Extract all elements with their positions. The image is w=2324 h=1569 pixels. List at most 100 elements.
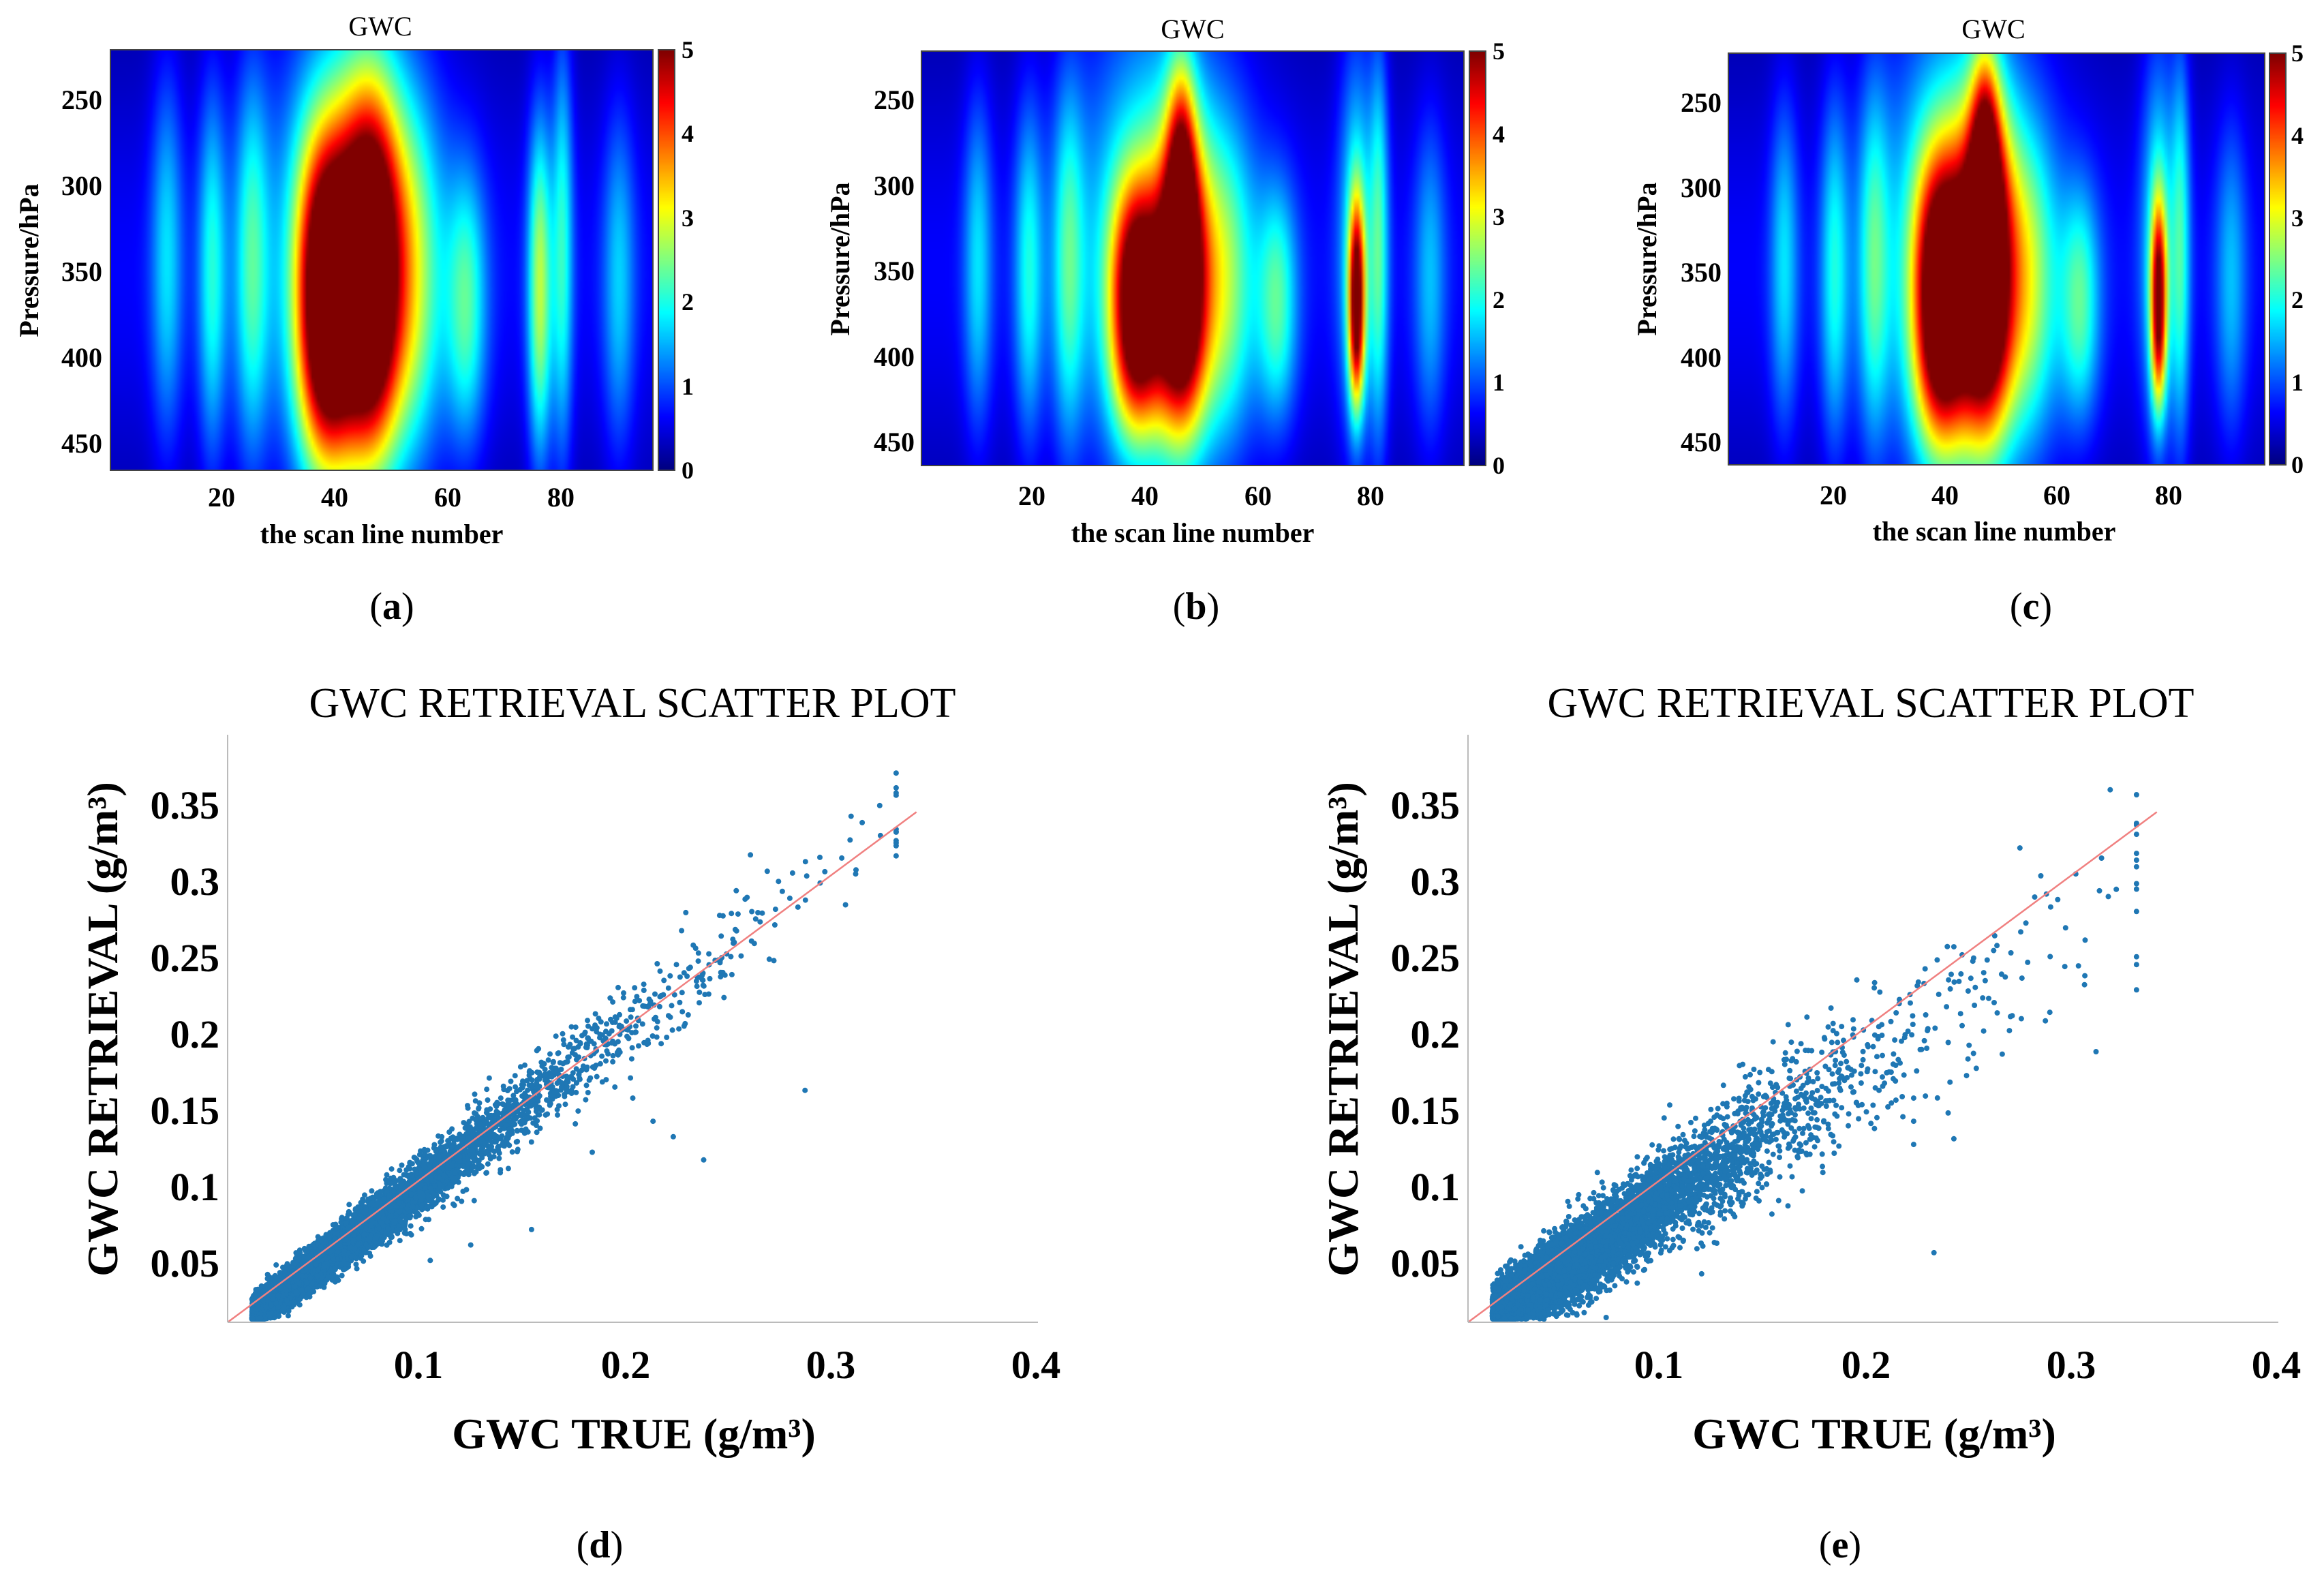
colorbar [2269,53,2286,465]
heatmap-x-ticks: 20 40 60 80 [1018,481,1384,511]
heatmap-ytick-label: 250 [874,85,915,115]
scatter-point [683,909,689,915]
scatter-point [658,1041,664,1047]
scatter-point [583,1097,589,1103]
colorbar-ticks: 0 1 2 3 4 5 [1493,37,1505,479]
scatter-point [562,1091,567,1097]
scatter-point [817,854,823,860]
scatter-point [599,1053,605,1059]
scatter-point [528,1139,534,1145]
heatmap-xtick-label: 40 [321,482,348,513]
scatter-point [570,1034,576,1040]
heatmap-ytick-label: 300 [874,170,915,201]
scatter-point [408,1223,414,1229]
heatmap-image [1728,53,2265,465]
colorbar-ticks: 0 1 2 3 4 5 [682,36,694,484]
scatter-point [451,1202,457,1208]
scatter-point [679,928,685,934]
scatter-point [397,1168,403,1174]
scatter-point [388,1166,395,1172]
heatmap-xtick-label: 20 [1018,481,1045,511]
panel-c: GWC 250 300 350 400 450 20 40 60 80 the … [1632,14,2304,628]
scatter-point [735,911,741,917]
heatmap-xtick-label: 40 [1131,481,1159,511]
panel-label-letter: a [382,585,401,628]
scatter-point [602,1035,609,1041]
heatmap-y-ticks: 250 300 350 400 450 [1681,87,1722,457]
scatter-point [733,887,739,894]
scatter-point [512,1073,518,1079]
scatter-point [555,1050,562,1056]
panel-label: (b) [1173,585,1219,628]
scatter-point [636,1043,641,1049]
heatmap-xtick-label: 80 [547,482,575,513]
scatter-point [738,953,744,959]
scatter-point [752,916,759,922]
heatmap-y-axis-label: Pressure/hPa [1632,182,1662,335]
scatter-title: GWC RETRIEVAL SCATTER PLOT [309,680,956,727]
heatmap-ytick-label: 350 [874,256,915,286]
heatmap-ytick-label: 300 [61,170,102,201]
heatmap-xtick-label: 60 [1244,481,1272,511]
scatter-point [654,1025,660,1031]
colorbar-tick-label: 1 [2291,369,2304,396]
scatter-point [545,1057,551,1063]
scatter-point [893,785,899,791]
scatter-point [624,1018,630,1024]
scatter-point [484,1086,490,1093]
colorbar-frame [2269,52,2287,466]
panel-label-letter: c [2023,585,2040,628]
heatmap-x-axis-label: the scan line number [260,519,504,549]
scatter-point [505,1097,511,1103]
scatter-point [615,984,621,990]
scatter-point [679,990,685,996]
scatter-point [485,1097,491,1103]
colorbar-frame [658,49,675,471]
scatter-point [594,1073,600,1080]
heatmap-y-axis-label: Pressure/hPa [825,182,855,335]
scatter-point [779,888,785,894]
scatter-point [585,1018,590,1024]
panel-label: (c) [2010,585,2052,628]
scatter-point [486,1075,492,1081]
scatter-point [547,1051,553,1057]
colorbar [658,50,675,470]
panel-d: GWC RETRIEVAL SCATTER PLOT 0.05 0.1 0.15… [78,680,1060,1566]
scatter-point [632,999,638,1005]
heatmap-x-ticks: 20 40 60 80 [208,482,575,513]
heatmap-ytick-label: 300 [1681,172,1722,203]
colorbar-tick-label: 1 [1493,369,1505,396]
heatmap-ytick-label: 250 [1681,87,1722,118]
scatter-point [669,1027,675,1033]
heatmap-x-axis-label: the scan line number [1071,517,1315,548]
scatter-point [685,1012,691,1018]
scatter-point [513,1084,519,1090]
colorbar-tick-label: 2 [682,288,694,316]
colorbar-tick-label: 0 [1493,452,1505,479]
heatmap-ytick-label: 450 [874,427,915,457]
heatmap-xtick-label: 20 [1820,480,1847,511]
colorbar-ticks: 0 1 2 3 4 5 [2291,40,2304,478]
scatter-point [525,1087,531,1093]
heatmap-ytick-label: 400 [1681,342,1722,373]
heatmap-xtick-label: 40 [1931,480,1959,511]
scatter-point [771,922,778,928]
scatter-point [465,1105,471,1111]
scatter-point [471,1198,477,1204]
scatter-point [539,1107,545,1113]
panel-b: GWC 250 300 350 400 450 20 40 60 80 the … [825,14,1505,628]
heatmap-frame [110,49,654,471]
scatter-point [632,985,638,991]
heatmap-x-ticks: 20 40 60 80 [1820,480,2182,511]
colorbar-tick-label: 5 [682,36,694,63]
heatmap-y-ticks: 250 300 350 400 450 [874,85,915,457]
scatter-point [597,1035,602,1041]
heatmap-title: GWC [348,11,412,42]
scatter-point [701,983,707,989]
scatter-point [562,1101,568,1108]
scatter-point [346,1202,352,1208]
scatter-point [677,999,683,1005]
heatmap-y-ticks: 250 300 350 400 450 [61,85,102,459]
heatmap-image [921,51,1464,466]
scatter-point [496,1155,502,1161]
